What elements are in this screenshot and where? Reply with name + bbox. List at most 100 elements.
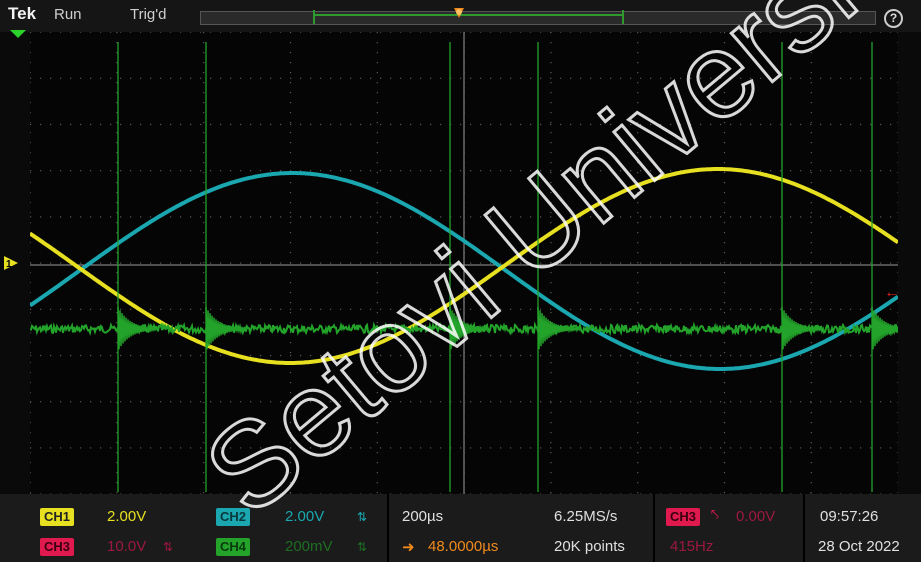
ch4-scale[interactable]: 200mV [285, 538, 333, 555]
grid-dot [550, 402, 552, 404]
horizontal-position[interactable]: 48.0000µs [428, 538, 499, 555]
grid-dot [200, 77, 202, 79]
grid-dot [610, 447, 612, 449]
trigger-position-marker-icon[interactable] [452, 6, 466, 22]
ch4-badge[interactable]: CH4 [216, 538, 251, 556]
grid-dot [240, 447, 242, 449]
grid-dot [330, 401, 332, 403]
grid-dot [810, 272, 812, 274]
grid-dot [230, 32, 232, 33]
ch3-scale[interactable]: 10.0V [107, 538, 147, 555]
grid-dot [897, 342, 898, 344]
grid-dot [190, 77, 192, 79]
grid-dot [710, 401, 712, 403]
grid-dot [740, 32, 742, 33]
grid-dot [110, 447, 112, 449]
grid-dot [190, 216, 192, 218]
grid-dot [430, 308, 432, 310]
grid-dot [820, 32, 822, 33]
grid-dot [637, 492, 639, 494]
run-status[interactable]: Run [54, 6, 82, 23]
ch1-scale[interactable]: 2.00V [107, 508, 147, 525]
grid-dot [690, 123, 692, 126]
grid-dot [160, 447, 162, 449]
clock-date[interactable]: 28 Oct 2022 [818, 538, 900, 555]
grid-dot [850, 170, 852, 172]
grid-dot [897, 232, 898, 234]
grid-dot [710, 123, 712, 126]
grid-dot [160, 262, 162, 264]
horizontal-scale[interactable]: 200µs [402, 508, 444, 525]
grid-dot [289, 452, 292, 454]
record-window-right-edge[interactable] [622, 10, 624, 24]
grid-dot [880, 262, 882, 264]
grid-dot [600, 493, 602, 494]
grid-dot [289, 182, 292, 184]
ch2-scale[interactable]: 2.00V [285, 508, 325, 525]
grid-dot [330, 354, 332, 357]
grid-dot [80, 401, 82, 403]
grid-dot [550, 142, 552, 144]
waveform-display[interactable] [30, 32, 898, 494]
grid-dot [160, 493, 162, 494]
grid-dot [376, 442, 378, 444]
grid-dot [116, 232, 118, 234]
grid-dot [350, 262, 352, 264]
grid-dot [550, 202, 552, 204]
grid-dot [810, 216, 812, 218]
grid-dot [289, 152, 292, 154]
grid-dot [550, 42, 552, 44]
grid-dot [370, 216, 372, 218]
grid-dot [640, 447, 642, 449]
grid-dot [203, 262, 205, 264]
grid-dot [250, 123, 252, 126]
grid-dot [480, 262, 482, 264]
grid-dot [40, 216, 42, 218]
grid-dot [100, 308, 102, 310]
ch2-badge[interactable]: CH2 [216, 508, 251, 526]
record-window-left-edge[interactable] [313, 10, 315, 24]
grid-dot [360, 170, 362, 172]
grid-dot [440, 170, 442, 172]
grid-dot [810, 142, 812, 144]
grid-dot [490, 170, 492, 172]
grid-dot [520, 123, 522, 126]
grid-dot [690, 493, 692, 494]
grid-dot [376, 282, 378, 284]
record-window[interactable] [313, 14, 623, 22]
grid-dot [600, 447, 602, 449]
grid-dot [376, 182, 378, 184]
grid-dot [810, 77, 812, 79]
grid-dot [550, 77, 552, 79]
grid-dot [500, 170, 502, 172]
grid-dot [30, 62, 31, 64]
help-icon[interactable]: ? [884, 9, 903, 28]
grid-dot [30, 308, 32, 310]
ch3-badge[interactable]: CH3 [40, 538, 75, 556]
grid-dot [180, 262, 182, 264]
trigger-level[interactable]: 0.00V [736, 508, 776, 525]
record-length[interactable]: 20K points [554, 538, 625, 555]
trigger-source-badge[interactable]: CH3 [666, 508, 701, 526]
grid-dot [550, 401, 552, 403]
grid-dot [110, 170, 112, 172]
grid-dot [289, 102, 292, 104]
grid-dot [600, 354, 602, 357]
grid-dot [637, 472, 639, 474]
ch1-ground-marker-icon[interactable]: 1 [4, 256, 24, 270]
grid-dot [320, 123, 322, 126]
grid-dot [70, 447, 72, 449]
grid-dot [820, 447, 822, 449]
trigger-level-arrow-icon[interactable]: ← [884, 284, 900, 301]
grid-dot [30, 170, 32, 172]
grid-dot [203, 462, 205, 464]
grid-dot [810, 302, 812, 304]
clock-time[interactable]: 09:57:26 [820, 508, 879, 525]
grid-dot [810, 42, 812, 44]
grid-dot [289, 142, 292, 144]
grid-dot [723, 132, 726, 134]
grid-dot [630, 493, 632, 494]
ch1-badge[interactable]: CH1 [40, 508, 75, 526]
grid-dot [289, 312, 292, 314]
grid-dot [637, 82, 639, 84]
